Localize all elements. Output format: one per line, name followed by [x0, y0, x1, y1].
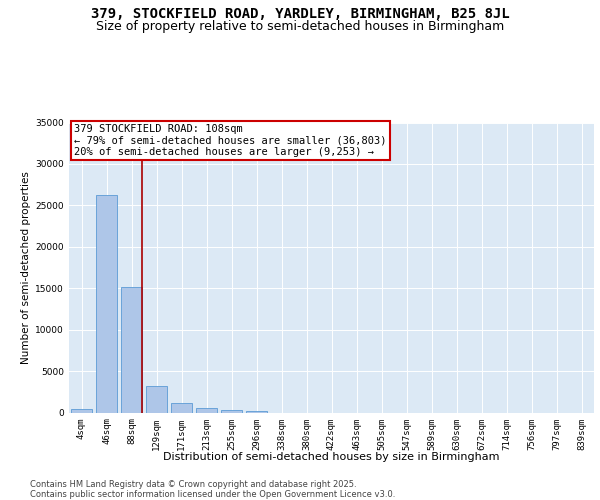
Text: Size of property relative to semi-detached houses in Birmingham: Size of property relative to semi-detach… [96, 20, 504, 33]
Bar [96, 196, 117, 412]
Bar [221, 410, 242, 412]
Text: Contains HM Land Registry data © Crown copyright and database right 2025.
Contai: Contains HM Land Registry data © Crown c… [30, 480, 395, 499]
Bar [121, 288, 142, 412]
X-axis label: Distribution of semi-detached houses by size in Birmingham: Distribution of semi-detached houses by … [163, 452, 500, 462]
Text: 379 STOCKFIELD ROAD: 108sqm
← 79% of semi-detached houses are smaller (36,803)
2: 379 STOCKFIELD ROAD: 108sqm ← 79% of sem… [74, 124, 387, 157]
Bar [71, 409, 92, 412]
Bar [171, 402, 192, 412]
Text: 379, STOCKFIELD ROAD, YARDLEY, BIRMINGHAM, B25 8JL: 379, STOCKFIELD ROAD, YARDLEY, BIRMINGHA… [91, 8, 509, 22]
Y-axis label: Number of semi-detached properties: Number of semi-detached properties [21, 171, 31, 364]
Bar [196, 408, 217, 412]
Bar [146, 386, 167, 412]
